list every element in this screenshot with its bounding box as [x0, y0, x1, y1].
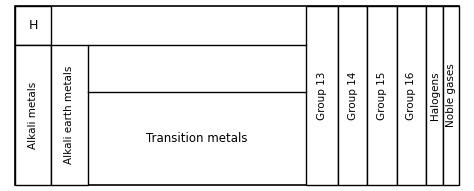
Text: Alkali earth metals: Alkali earth metals — [64, 66, 74, 164]
Bar — [15, 45, 51, 185]
Bar — [51, 45, 88, 185]
Bar — [443, 6, 459, 185]
Text: Noble gases: Noble gases — [446, 64, 456, 127]
Text: Alkali metals: Alkali metals — [28, 81, 38, 149]
Bar — [397, 6, 426, 185]
Text: Transition metals: Transition metals — [146, 132, 247, 145]
Bar — [306, 6, 338, 185]
Text: Group 14: Group 14 — [347, 71, 358, 120]
Text: Group 13: Group 13 — [317, 71, 327, 120]
Bar — [15, 6, 51, 45]
Bar — [367, 6, 397, 185]
Text: Group 15: Group 15 — [377, 71, 387, 120]
Bar — [338, 6, 367, 185]
Text: H: H — [28, 19, 38, 32]
Bar — [426, 6, 443, 185]
Text: Group 16: Group 16 — [406, 71, 417, 120]
Text: Halogens: Halogens — [429, 71, 440, 120]
